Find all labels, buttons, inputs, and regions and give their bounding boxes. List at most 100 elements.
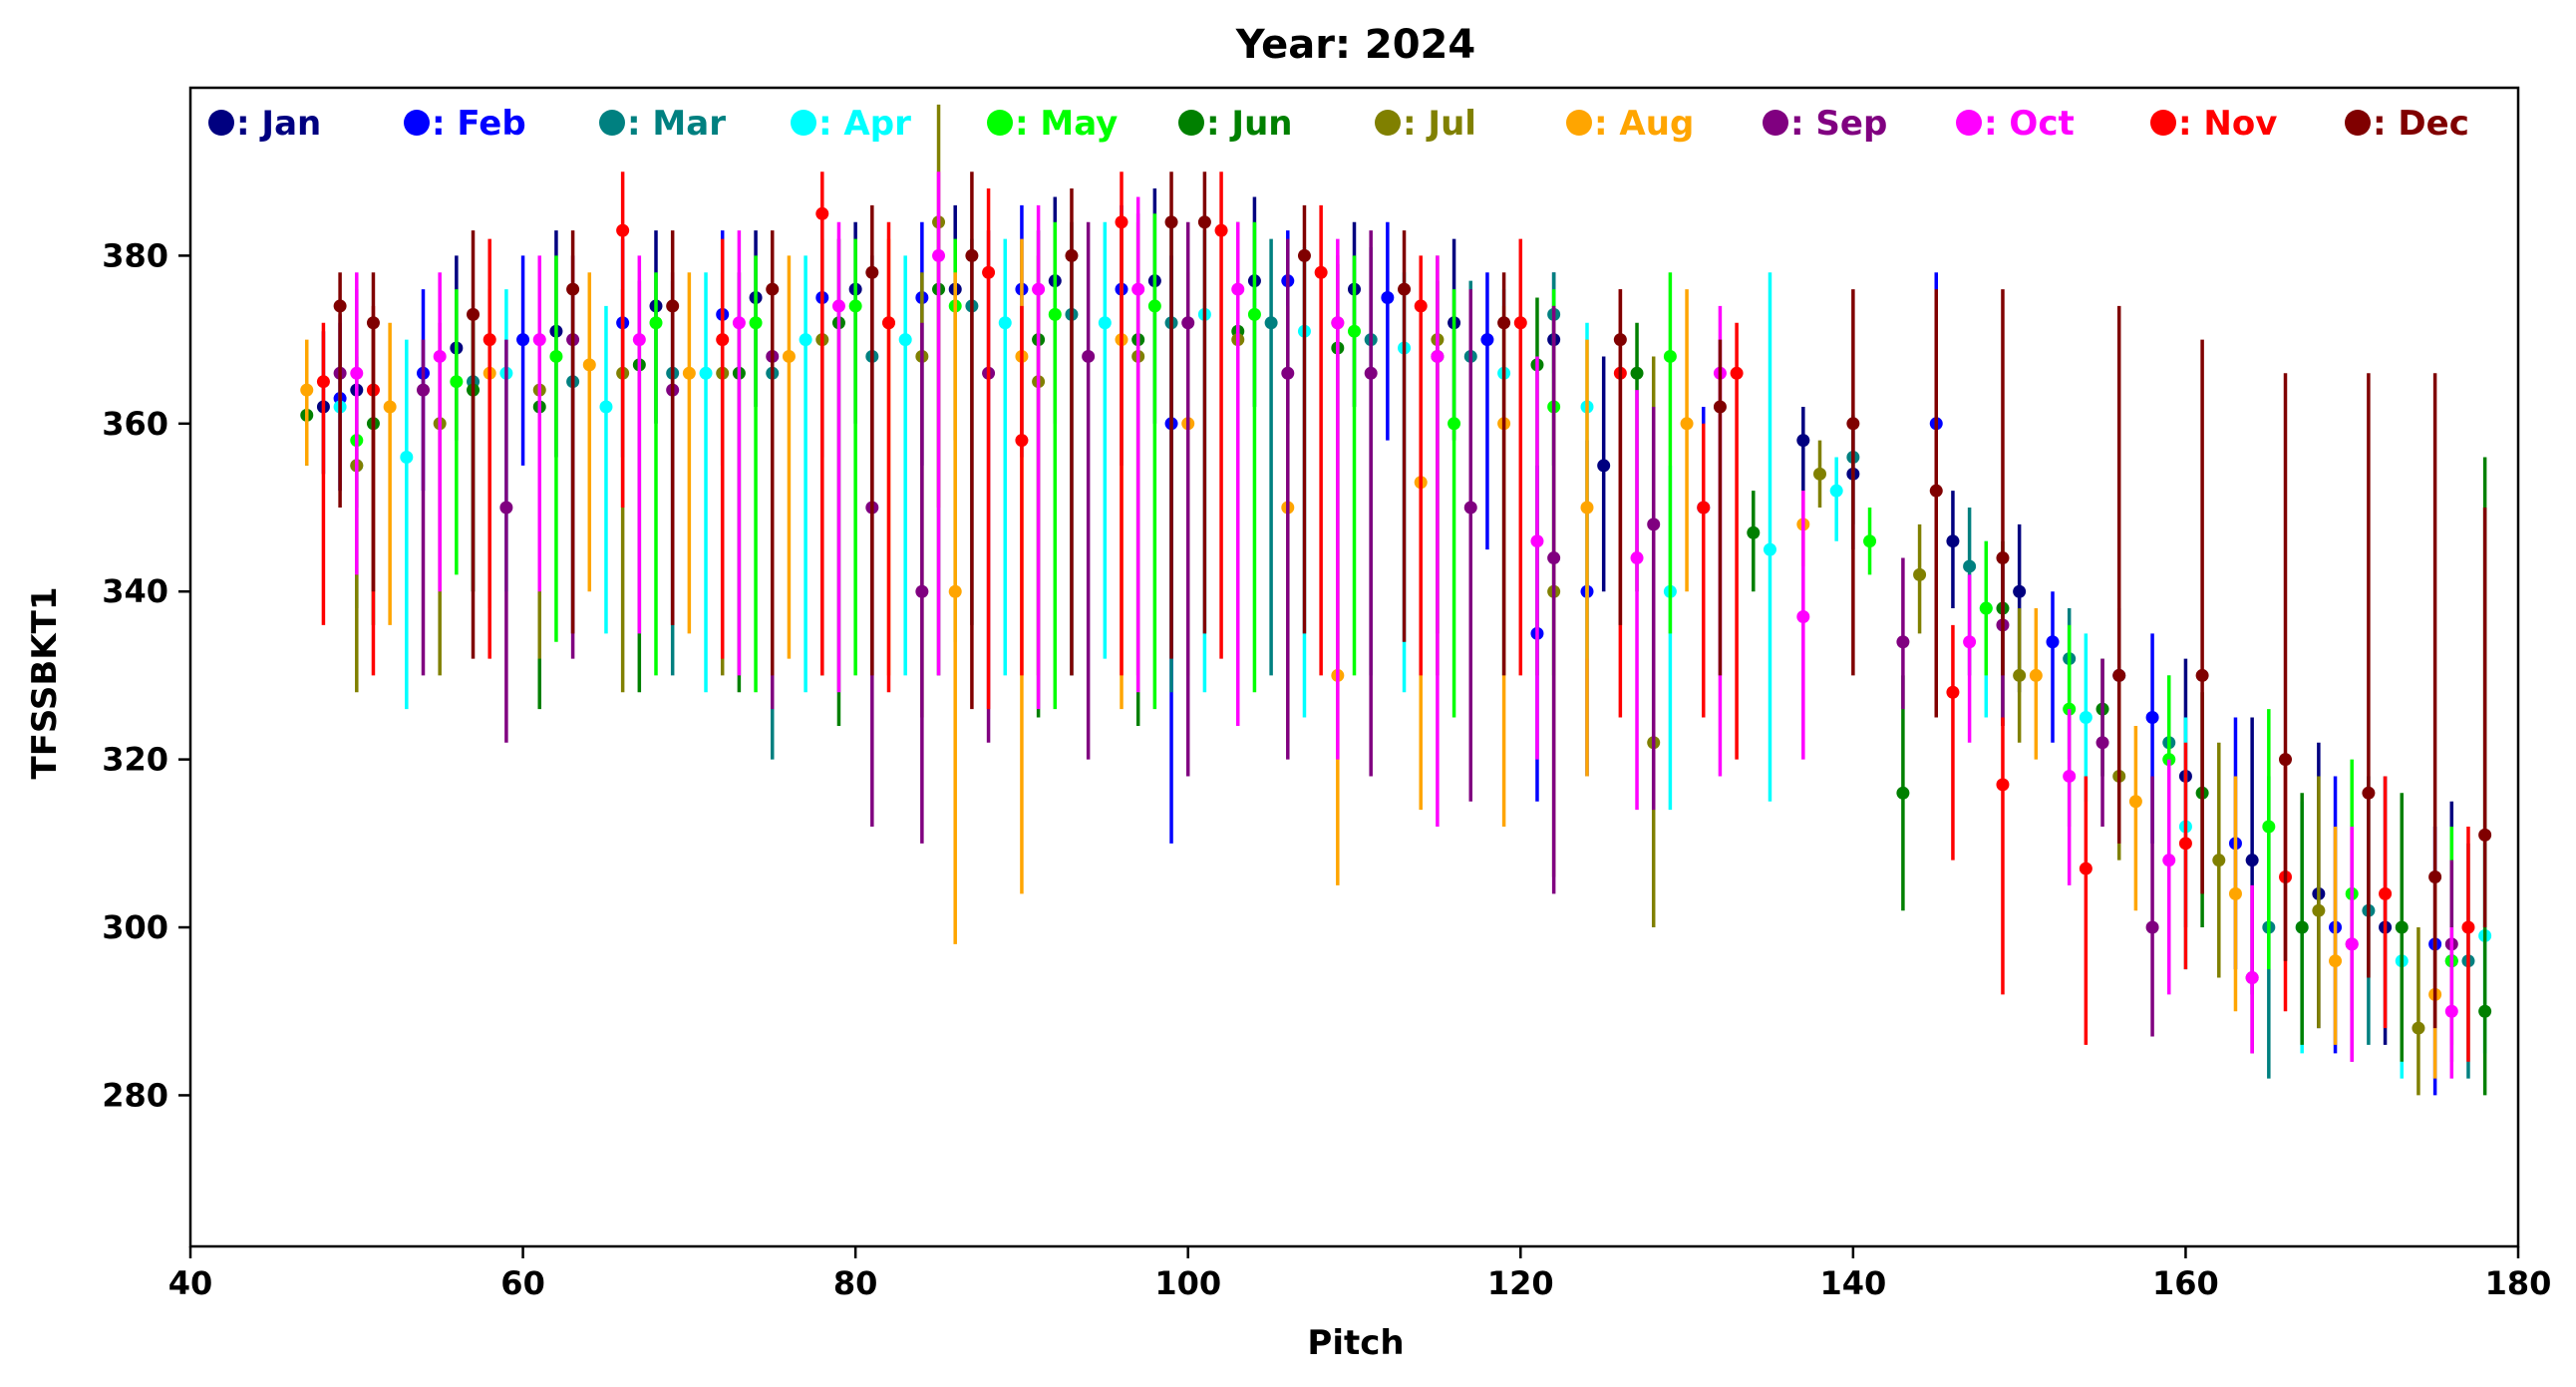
data-point <box>2461 920 2475 934</box>
data-point <box>749 316 763 330</box>
data-point <box>333 299 347 313</box>
data-point <box>1331 316 1345 330</box>
data-point <box>1115 215 1128 229</box>
data-point <box>1630 551 1644 565</box>
y-tick-label: 280 <box>102 1076 168 1114</box>
data-point <box>982 265 996 279</box>
data-point <box>316 375 330 389</box>
data-point <box>1297 248 1311 262</box>
data-point <box>2428 870 2442 884</box>
data-point <box>2195 668 2209 682</box>
data-point <box>1913 567 1927 581</box>
data-point <box>1747 525 1761 539</box>
data-point <box>1796 609 1810 623</box>
legend-marker <box>1763 110 1788 136</box>
data-point <box>1829 484 1843 498</box>
data-point <box>616 223 630 237</box>
legend-marker <box>1956 110 1982 136</box>
data-point <box>2262 820 2276 834</box>
data-point <box>1231 282 1245 296</box>
data-point <box>1431 349 1445 363</box>
data-point <box>2178 837 2192 851</box>
data-point <box>632 333 646 347</box>
data-point <box>1381 291 1395 305</box>
data-point <box>1197 215 1211 229</box>
legend-label: : Jan <box>236 104 321 144</box>
data-point <box>848 299 862 313</box>
x-tick-label: 80 <box>833 1264 878 1302</box>
data-point <box>2095 736 2109 750</box>
data-point <box>865 265 879 279</box>
data-point <box>599 400 613 414</box>
data-point <box>1963 559 1977 573</box>
data-point <box>1713 400 1727 414</box>
y-tick-label: 300 <box>102 908 168 946</box>
data-point <box>1630 366 1644 380</box>
legend-label: : Dec <box>2373 104 2469 144</box>
data-point <box>350 366 364 380</box>
legend-item-6: : Jun <box>1178 104 1293 144</box>
data-point <box>965 248 979 262</box>
data-point <box>1480 333 1494 347</box>
data-point <box>1364 366 1378 380</box>
x-tick-label: 160 <box>2152 1264 2219 1302</box>
series-9 <box>333 221 2458 1062</box>
legend-marker <box>1566 110 1592 136</box>
data-point <box>1597 459 1611 473</box>
data-point <box>383 400 397 414</box>
legend-item-8: : Aug <box>1566 104 1694 144</box>
data-point <box>1863 534 1877 548</box>
data-point <box>782 349 796 363</box>
legend-label: : Jun <box>1206 104 1293 144</box>
data-point <box>766 282 780 296</box>
data-point <box>450 375 464 389</box>
data-point <box>417 383 430 397</box>
data-point <box>1065 248 1079 262</box>
data-point <box>1032 282 1046 296</box>
data-point <box>1946 685 1960 699</box>
data-point <box>815 206 829 220</box>
data-point <box>1247 307 1261 321</box>
data-point <box>483 333 496 347</box>
data-point <box>2212 854 2226 867</box>
data-point <box>2046 635 2060 649</box>
data-point <box>532 333 546 347</box>
data-point <box>932 248 946 262</box>
data-point <box>1946 534 1960 548</box>
data-point <box>998 316 1012 330</box>
data-point <box>831 299 845 313</box>
data-point <box>1131 282 1145 296</box>
y-tick-label: 340 <box>102 572 168 610</box>
legend-label: : Sep <box>1790 104 1887 144</box>
x-tick-label: 140 <box>1819 1264 1886 1302</box>
legend-label: : Nov <box>2178 104 2277 144</box>
data-point <box>1547 551 1561 565</box>
x-tick-label: 60 <box>500 1264 545 1302</box>
legend-label: : Jul <box>1403 104 1476 144</box>
data-point <box>366 316 380 330</box>
data-point <box>1015 434 1029 448</box>
data-point <box>882 316 895 330</box>
data-point <box>2145 711 2159 725</box>
y-tick-label: 320 <box>102 741 168 779</box>
data-point <box>1181 316 1195 330</box>
data-point <box>2395 920 2409 934</box>
data-point <box>1164 215 1178 229</box>
data-point <box>1663 349 1677 363</box>
plot-frame <box>188 86 2520 1248</box>
legend-label: : Aug <box>1594 104 1694 144</box>
data-point <box>2345 937 2359 951</box>
data-point <box>2145 920 2159 934</box>
data-point <box>2329 954 2343 968</box>
data-point <box>1214 223 1228 237</box>
axes: 40 60 80 100 120 140 160 180 280 300 320 340 360 380 <box>102 86 2551 1302</box>
y-tick-label: 380 <box>102 236 168 274</box>
data-point <box>732 316 746 330</box>
legend: : Jan: Feb: Mar: Apr: May: Jun: Jul: Aug… <box>208 104 2469 144</box>
plot-area <box>300 104 2492 1096</box>
data-point <box>2162 854 2176 867</box>
data-point <box>682 366 696 380</box>
data-point <box>1896 635 1910 649</box>
data-point <box>898 333 912 347</box>
legend-label: : Mar <box>627 104 726 144</box>
